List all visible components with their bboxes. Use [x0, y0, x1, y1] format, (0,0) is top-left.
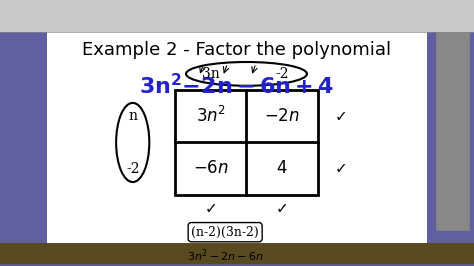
Text: -2: -2 [126, 162, 139, 176]
Text: $-6n$: $-6n$ [193, 160, 229, 177]
Ellipse shape [186, 62, 307, 86]
Bar [175, 90, 318, 195]
Text: ✓: ✓ [276, 201, 288, 216]
Bar [436, 32, 469, 230]
Text: n: n [128, 109, 137, 123]
Bar [0, 0, 474, 32]
Text: 3n: 3n [202, 67, 220, 81]
Bar [427, 32, 474, 243]
Text: $3n^2 - 2n - 6n$: $3n^2 - 2n - 6n$ [187, 248, 264, 264]
Text: Example 2 - Factor the polynomial: Example 2 - Factor the polynomial [82, 41, 392, 59]
Text: $4$: $4$ [276, 160, 288, 177]
Ellipse shape [116, 103, 149, 182]
Text: ✓: ✓ [335, 161, 347, 176]
Bar [0, 32, 47, 243]
Text: $\mathbf{3n^2}$$\mathbf{ - 2n - 6n + 4}$: $\mathbf{3n^2}$$\mathbf{ - 2n - 6n + 4}$ [139, 74, 335, 100]
Bar [47, 32, 427, 243]
Text: -2: -2 [275, 67, 289, 81]
Text: (n-2)(3n-2): (n-2)(3n-2) [191, 226, 259, 239]
Bar [0, 243, 474, 264]
Text: $3n^2$: $3n^2$ [196, 106, 226, 126]
Text: ✓: ✓ [205, 201, 217, 216]
Text: $-2n$: $-2n$ [264, 107, 300, 124]
Text: ✓: ✓ [335, 109, 347, 124]
